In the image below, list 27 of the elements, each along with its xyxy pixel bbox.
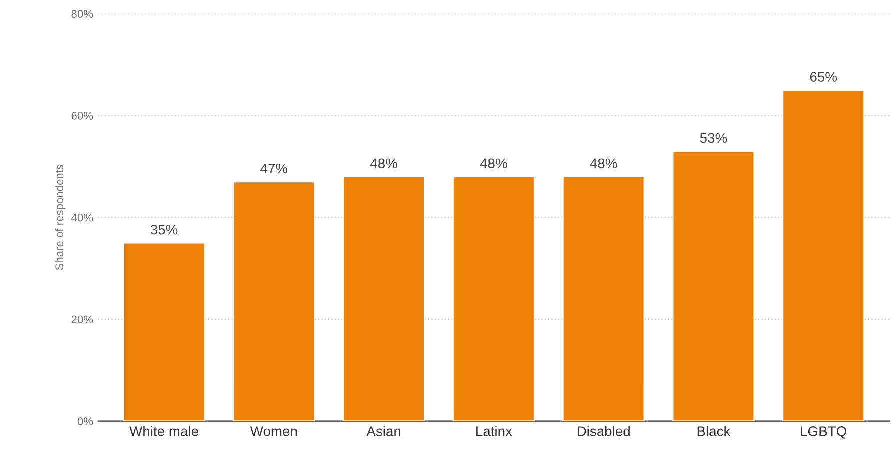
x-tick-label: LGBTQ (801, 426, 846, 439)
x-tick-label: Asian (366, 426, 401, 436)
data-label: 53% (700, 133, 728, 144)
bar (452, 176, 536, 422)
x-tick-label: White male (130, 426, 198, 436)
y-tick-label: 80% (72, 10, 94, 18)
bar (782, 90, 865, 422)
data-label: 35% (150, 224, 178, 235)
y-tick-label: 0% (78, 418, 94, 426)
data-label: 47% (260, 164, 288, 174)
bar (232, 181, 316, 422)
bar (672, 150, 756, 422)
x-tick-label: Black (698, 426, 731, 436)
bar (122, 242, 206, 422)
data-label: 65% (810, 72, 838, 82)
x-tick-label: Women (250, 426, 298, 436)
data-label: 48% (480, 158, 508, 169)
bar (342, 176, 426, 422)
y-axis-title: Share of respondents (55, 164, 66, 270)
data-label: 48% (370, 158, 398, 169)
y-tick-label: 40% (71, 214, 94, 222)
bar (562, 176, 646, 422)
data-label: 48% (590, 158, 618, 169)
y-tick-label: 60% (72, 112, 94, 120)
x-tick-label: Latinx (476, 426, 512, 436)
x-tick-label: Disabled (578, 426, 630, 436)
y-tick-label: 20% (72, 316, 94, 324)
